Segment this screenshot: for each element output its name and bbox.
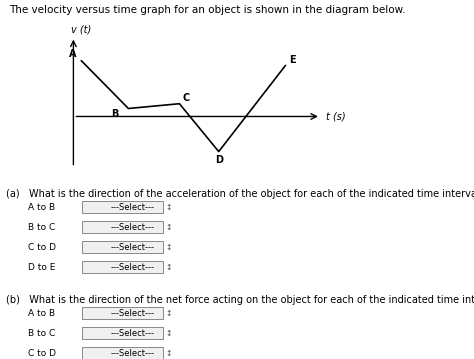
FancyBboxPatch shape [82, 201, 164, 213]
Text: ---Select---: ---Select--- [111, 263, 155, 272]
Text: ---Select---: ---Select--- [111, 243, 155, 252]
FancyBboxPatch shape [82, 307, 164, 319]
Text: ---Select---: ---Select--- [111, 349, 155, 358]
Text: ↕: ↕ [166, 223, 172, 232]
Text: D: D [215, 155, 223, 164]
Text: B to C: B to C [28, 328, 55, 337]
Text: B to C: B to C [28, 223, 55, 232]
Text: The velocity versus time graph for an object is shown in the diagram below.: The velocity versus time graph for an ob… [9, 5, 406, 15]
Text: (b)   What is the direction of the net force acting on the object for each of th: (b) What is the direction of the net for… [6, 295, 474, 305]
Text: C to D: C to D [28, 243, 56, 252]
Text: D to E: D to E [28, 263, 55, 272]
Text: ---Select---: ---Select--- [111, 309, 155, 318]
Text: C to D: C to D [28, 349, 56, 358]
Text: E: E [289, 55, 296, 65]
FancyBboxPatch shape [82, 261, 164, 273]
Text: ↕: ↕ [166, 203, 172, 212]
Text: B: B [111, 109, 118, 119]
FancyBboxPatch shape [82, 327, 164, 339]
Text: v (t): v (t) [72, 24, 91, 34]
Text: A: A [69, 49, 76, 59]
Text: ---Select---: ---Select--- [111, 328, 155, 337]
Text: (a)   What is the direction of the acceleration of the object for each of the in: (a) What is the direction of the acceler… [6, 190, 474, 200]
Text: ↕: ↕ [166, 263, 172, 272]
Text: ↕: ↕ [166, 243, 172, 252]
Text: ↕: ↕ [166, 309, 172, 318]
Text: ↕: ↕ [166, 349, 172, 358]
Text: ↕: ↕ [166, 328, 172, 337]
Text: C: C [183, 93, 190, 103]
Text: ---Select---: ---Select--- [111, 223, 155, 232]
Text: t (s): t (s) [326, 112, 345, 121]
FancyBboxPatch shape [82, 241, 164, 253]
FancyBboxPatch shape [82, 222, 164, 233]
Text: A to B: A to B [28, 203, 55, 212]
Text: A to B: A to B [28, 309, 55, 318]
Text: ---Select---: ---Select--- [111, 203, 155, 212]
FancyBboxPatch shape [82, 347, 164, 359]
